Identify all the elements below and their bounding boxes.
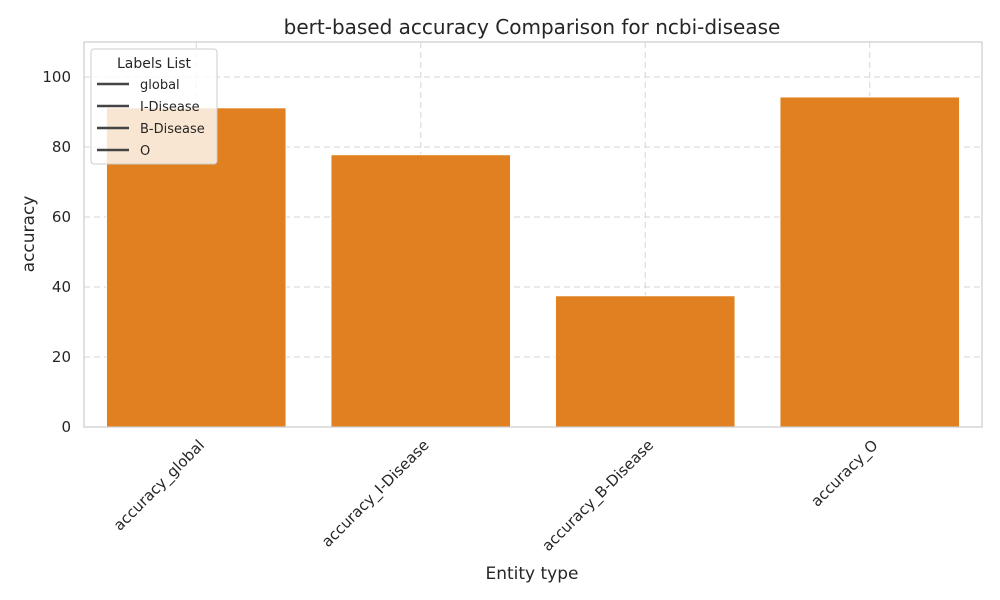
- y-tick-label: 40: [52, 278, 71, 296]
- plot-frame: [83, 41, 983, 428]
- legend-entry: I-Disease: [140, 100, 200, 115]
- y-axis-label: accuracy: [19, 196, 39, 273]
- y-tick-label: 20: [52, 348, 71, 366]
- legend-entry: O: [140, 144, 150, 159]
- x-tick-labels: accuracy_global accuracy_I-Disease accurac…: [110, 436, 882, 555]
- x-axis-label: Entity type: [485, 564, 578, 584]
- y-tick-label: 100: [42, 68, 71, 86]
- bars-layer: [105, 96, 961, 428]
- y-tick-labels: 0 20 40 60 80 100: [42, 68, 71, 436]
- y-tick-label: 80: [52, 138, 71, 156]
- legend: Labels List global I-Disease B-Disease O: [90, 48, 218, 165]
- x-tick-label: accuracy_global: [110, 436, 209, 535]
- x-tick-label: accuracy_O: [807, 436, 882, 511]
- y-tick-label: 0: [61, 418, 71, 436]
- x-tick-label: accuracy_I-Disease: [318, 436, 433, 551]
- bar-accuracy_B-Disease: [554, 295, 736, 428]
- bar-accuracy_O: [779, 96, 961, 428]
- bar-accuracy_I-Disease: [330, 154, 512, 428]
- legend-title: Labels List: [117, 56, 191, 72]
- x-tick-label: accuracy_B-Disease: [538, 436, 657, 555]
- legend-entry: global: [140, 78, 180, 93]
- legend-entry: B-Disease: [140, 122, 205, 137]
- legend-box: [90, 48, 218, 165]
- chart-title: bert-based accuracy Comparison for ncbi-…: [284, 15, 781, 39]
- legend-entries: global I-Disease B-Disease O: [97, 78, 205, 159]
- y-tick-label: 60: [52, 208, 71, 226]
